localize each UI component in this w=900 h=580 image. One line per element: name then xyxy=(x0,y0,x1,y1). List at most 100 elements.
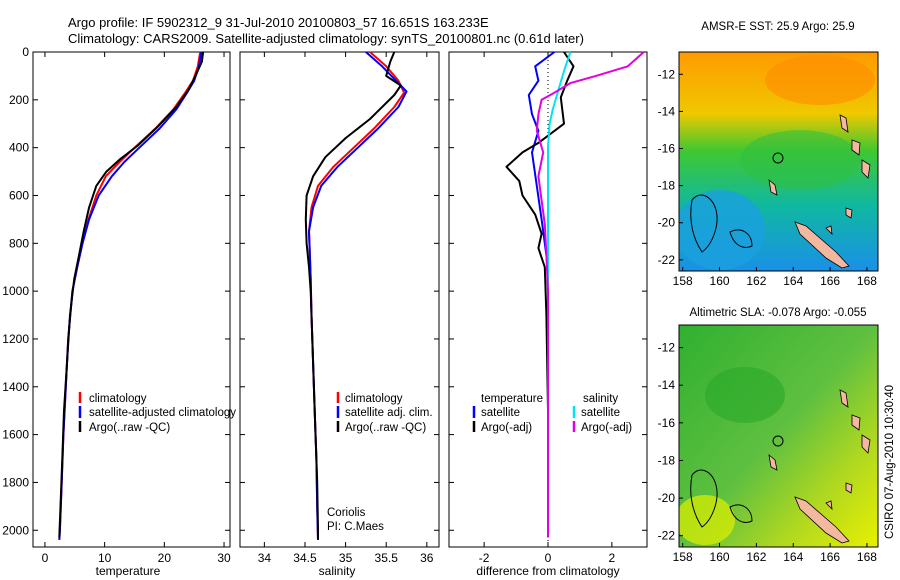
depth-tick-label: 1000 xyxy=(2,284,29,298)
figure-title-line1: Argo profile: IF 5902312_9 31-Jul-2010 2… xyxy=(68,15,489,30)
x-tick-label: 0 xyxy=(42,551,49,565)
lat-tick-label: -14 xyxy=(658,378,676,392)
lat-tick-label: -16 xyxy=(658,416,676,430)
temperature-xlabel: temperature xyxy=(96,564,161,578)
reef-contour xyxy=(690,194,753,253)
x-tick-label: -2 xyxy=(479,551,490,565)
depth-tick-label: 1400 xyxy=(2,380,29,394)
difference-legend: temperature salinity satellite Argo(-adj… xyxy=(472,393,632,434)
depth-tick-label: 0 xyxy=(22,45,29,59)
depth-axis: 0 200 400 600 800 1000 1200 1400 1600 1800 2000 xyxy=(2,45,230,537)
series-line-salinity-satellite xyxy=(547,51,572,538)
x-tick-label: 34.5 xyxy=(293,551,317,565)
sst-map-title: AMSR-E SST: 25.9 Argo: 25.9 xyxy=(701,21,854,33)
new-caledonia-island xyxy=(794,496,850,544)
depth-tick-label: 1600 xyxy=(2,428,29,442)
sla-map-panel: Altimetric SLA: -0.078 Argo: -0.055 158 1… xyxy=(658,307,879,564)
sst-map-panel: AMSR-E SST: 25.9 Argo: 25.9 158 160 162 164… xyxy=(658,21,879,288)
salinity-axes-frame xyxy=(239,51,440,548)
depth-tick-label: 800 xyxy=(9,236,29,250)
x-tick-label: 10 xyxy=(98,551,112,565)
lat-tick-label: -22 xyxy=(658,253,676,267)
lon-tick-label: 168 xyxy=(857,274,877,288)
credit-text: CSIRO 07-Aug-2010 10:30:40 xyxy=(884,385,896,539)
sst-map-axes: 158 160 162 164 166 168 -12 -14 -16 -18 -20 -22 xyxy=(658,67,878,288)
x-tick-label: 0 xyxy=(545,551,552,565)
temperature-panel: 0 200 400 600 800 1000 1200 1400 1600 1800 2000 0 1… xyxy=(2,45,236,578)
difference-y-ticks xyxy=(449,51,647,531)
legend-label-argo: Argo(..raw -QC) xyxy=(89,422,170,434)
figure-title-line2: Climatology: CARS2009. Satellite-adjuste… xyxy=(68,31,584,46)
argo-position-marker xyxy=(772,435,784,447)
lat-tick-label: -22 xyxy=(658,529,676,543)
depth-tick-label: 400 xyxy=(9,141,29,155)
data-centre-annotation: Coriolis xyxy=(327,507,366,519)
difference-series xyxy=(505,51,645,538)
salinity-y-ticks xyxy=(240,51,439,531)
sst-cool-patch xyxy=(679,190,765,270)
difference-xlabel: difference from climatology xyxy=(476,564,619,578)
loyalty-islands xyxy=(768,179,853,236)
depth-tick-label: 600 xyxy=(9,188,29,202)
sla-low-patch xyxy=(705,367,785,423)
vanuatu-islands xyxy=(839,114,871,179)
lat-tick-label: -14 xyxy=(658,104,676,118)
legend-header-salinity: salinity xyxy=(583,393,618,405)
temperature-axes-frame xyxy=(32,51,231,548)
lon-tick-label: 164 xyxy=(783,550,803,564)
x-tick-label: 2 xyxy=(609,551,616,565)
lon-tick-label: 160 xyxy=(710,550,730,564)
x-tick-label: 35.5 xyxy=(375,551,399,565)
lon-tick-label: 162 xyxy=(746,550,766,564)
legend-header-temperature: temperature xyxy=(481,393,543,405)
depth-tick-label: 1200 xyxy=(2,332,29,346)
lon-tick-label: 166 xyxy=(820,550,840,564)
reef-contour xyxy=(690,469,753,528)
difference-x-axis: -2 0 2 xyxy=(479,52,616,565)
difference-panel: -2 0 2 difference from climatology tempera… xyxy=(448,51,648,578)
argo-position-marker xyxy=(772,152,784,164)
lat-tick-label: -16 xyxy=(658,142,676,156)
lat-tick-label: -12 xyxy=(658,341,676,355)
legend-label-climatology: climatology xyxy=(345,393,403,405)
legend-label-climatology: climatology xyxy=(89,393,147,405)
legend-label-satellite: satellite adj. clim. xyxy=(345,407,433,419)
sla-map-title: Altimetric SLA: -0.078 Argo: -0.055 xyxy=(689,307,866,319)
x-tick-label: 35 xyxy=(339,551,353,565)
vanuatu-islands xyxy=(839,389,871,454)
sla-high-patch xyxy=(679,495,735,545)
lat-tick-label: -12 xyxy=(658,67,676,81)
new-caledonia-island xyxy=(794,221,850,269)
loyalty-islands xyxy=(768,454,853,511)
lon-tick-label: 166 xyxy=(820,274,840,288)
lon-tick-label: 158 xyxy=(673,274,693,288)
lon-tick-label: 162 xyxy=(746,274,766,288)
series-line-satellite-adjusted-climatology xyxy=(58,51,203,540)
lon-tick-label: 160 xyxy=(710,274,730,288)
temperature-x-axis: 0 10 20 30 xyxy=(42,52,231,565)
series-line-climatology xyxy=(58,51,202,540)
sst-map-frame xyxy=(678,51,879,272)
series-line-temperature-satellite xyxy=(527,51,555,538)
depth-tick-label: 2000 xyxy=(2,523,29,537)
sst-warm-patch xyxy=(765,55,875,105)
legend-label-argo: Argo(..raw -QC) xyxy=(345,422,426,434)
series-line-salinity-argo-adj- xyxy=(535,51,645,538)
salinity-legend: climatology satellite adj. clim. Argo(..… xyxy=(336,392,433,434)
salinity-series xyxy=(304,51,408,540)
legend-label-sal-argo: Argo(-adj) xyxy=(581,422,632,434)
sla-map-frame xyxy=(678,324,879,548)
legend-label-sal-satellite: satellite xyxy=(581,407,620,419)
x-tick-label: 20 xyxy=(158,551,172,565)
depth-tick-label: 200 xyxy=(9,93,29,107)
legend-label-satellite: satellite-adjusted climatology xyxy=(89,407,236,419)
salinity-xlabel: salinity xyxy=(319,564,356,578)
series-line-argo-raw-qc- xyxy=(304,51,402,540)
lat-tick-label: -20 xyxy=(658,491,676,505)
x-tick-label: 36 xyxy=(420,551,434,565)
series-line-argo-raw-qc- xyxy=(58,51,205,538)
lon-tick-label: 168 xyxy=(857,550,877,564)
temperature-legend: climatology satellite-adjusted climatolo… xyxy=(78,392,236,434)
lat-tick-label: -18 xyxy=(658,179,676,193)
